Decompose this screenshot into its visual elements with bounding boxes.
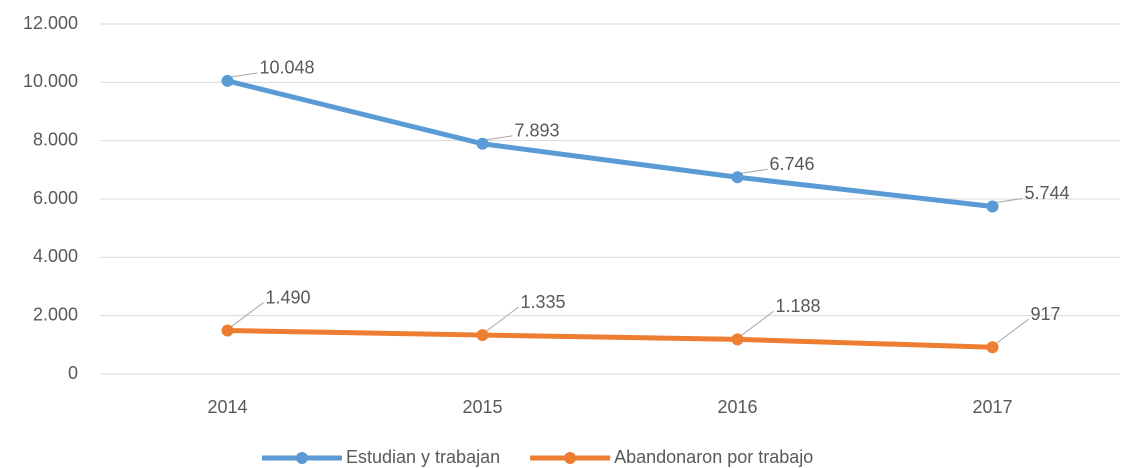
legend-marker xyxy=(296,452,308,464)
data-point xyxy=(731,333,744,346)
data-label: 5.744 xyxy=(1025,183,1070,203)
series-line xyxy=(225,328,995,350)
data-point xyxy=(986,200,999,213)
leader-line xyxy=(231,72,258,78)
data-label: 10.048 xyxy=(260,58,315,78)
data-label: 917 xyxy=(1031,304,1061,324)
leader-line xyxy=(996,318,1029,344)
data-point xyxy=(476,329,489,342)
data-point xyxy=(476,137,489,150)
y-tick-label: 8.000 xyxy=(33,129,78,149)
leader-line xyxy=(741,168,768,174)
x-tick-label: 2016 xyxy=(717,397,757,417)
legend-label: Abandonaron por trabajo xyxy=(614,447,813,467)
y-tick-label: 4.000 xyxy=(33,246,78,266)
series-line xyxy=(225,78,995,209)
data-label: 6.746 xyxy=(770,154,815,174)
data-label: 1.188 xyxy=(776,296,821,316)
leader-line xyxy=(741,310,774,336)
data-point xyxy=(731,171,744,184)
leader-line xyxy=(996,197,1023,203)
y-tick-label: 2.000 xyxy=(33,304,78,324)
leader-line xyxy=(486,135,513,141)
data-point xyxy=(986,341,999,354)
data-label: 1.490 xyxy=(266,287,311,307)
y-tick-label: 0 xyxy=(68,363,78,383)
y-tick-label: 12.000 xyxy=(23,13,78,33)
legend-marker xyxy=(564,452,577,464)
x-tick-label: 2014 xyxy=(207,397,247,417)
data-point xyxy=(221,74,234,87)
data-point xyxy=(221,324,234,337)
leader-line xyxy=(486,306,519,332)
x-tick-label: 2015 xyxy=(462,397,502,417)
leader-line xyxy=(231,302,264,327)
y-tick-label: 10.000 xyxy=(23,71,78,91)
data-label: 7.893 xyxy=(515,121,560,141)
x-tick-label: 2017 xyxy=(972,397,1012,417)
legend-label: Estudian y trabajan xyxy=(346,447,500,467)
data-label: 1.335 xyxy=(521,292,566,312)
y-tick-label: 6.000 xyxy=(33,188,78,208)
